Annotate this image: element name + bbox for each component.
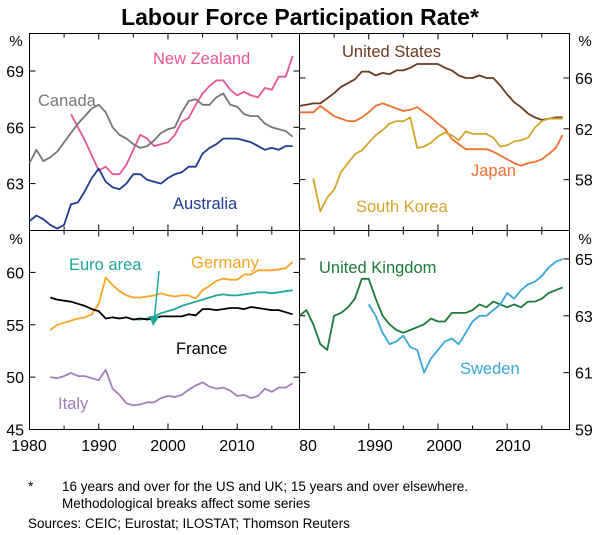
y-tick-label: 63 (6, 177, 24, 194)
series-label-euro-area: Euro area (69, 256, 142, 274)
series-label-germany: Germany (191, 254, 260, 272)
panel-bottom-left: 45 50 55 60 (6, 230, 300, 440)
euro-area-pointer-head (149, 316, 159, 326)
series-label-japan: Japan (471, 162, 516, 180)
series-label-new-zealand: New Zealand (153, 50, 250, 68)
series-label-italy: Italy (58, 395, 89, 413)
series-line-south-korea (312, 116, 563, 213)
panel-top-right: 58 62 66 (299, 33, 593, 231)
x-tick-label: 2010 (495, 438, 531, 455)
series-label-france: France (176, 340, 227, 358)
y-tick-label: 50 (6, 370, 24, 387)
series-line-australia (28, 137, 293, 230)
y-tick-label: 66 (575, 71, 593, 88)
x-tick-label: 80 (299, 438, 317, 455)
y-tick-label: 62 (575, 122, 593, 139)
chart-title: Labour Force Participation Rate* (121, 4, 479, 30)
series-line-euro-area (133, 289, 293, 321)
series-label-united-states: United States (342, 43, 441, 61)
y-tick-label: 66 (6, 120, 24, 137)
y-tick-label: 65 (575, 252, 593, 269)
x-tick-label: 2000 (426, 438, 462, 455)
y-tick-label: 59 (575, 423, 593, 440)
series-line-france (50, 296, 293, 321)
series-line-canada (28, 92, 294, 164)
unit-label-bottom-left: % (9, 231, 22, 248)
unit-label-bottom-right: % (578, 231, 591, 248)
unit-label-top-left: % (9, 33, 22, 50)
y-tick-label: 63 (575, 309, 593, 326)
y-tick-label: 69 (6, 64, 24, 81)
series-label-united-kingdom: United Kingdom (319, 259, 436, 277)
y-tick-label: 55 (6, 318, 24, 335)
y-tick-label: 60 (6, 265, 24, 282)
y-tick-label: 61 (575, 366, 593, 383)
series-label-australia: Australia (173, 195, 238, 213)
series-line-united-states (299, 63, 563, 121)
footnote-line-2: Methodological breaks affect some series (62, 496, 311, 511)
unit-label-top-right: % (578, 33, 591, 50)
euro-area-pointer (153, 270, 160, 324)
series-label-canada: Canada (38, 92, 97, 110)
y-tick-label: 45 (6, 423, 24, 440)
series-line-italy (50, 368, 294, 407)
series-label-sweden: Sweden (460, 360, 520, 378)
footnote-line-1: 16 years and over for the US and UK; 15 … (62, 479, 468, 494)
x-tick-label: 2010 (219, 438, 255, 455)
series-line-germany (49, 261, 294, 331)
series-label-south-korea: South Korea (356, 198, 449, 216)
footnote: 16 years and over for the US and UK; 15 … (62, 478, 582, 512)
series-line-united-kingdom (298, 277, 563, 351)
x-tick-label: 1990 (81, 438, 117, 455)
sources-note: Sources: CEIC; Eurostat; ILOSTAT; Thomso… (28, 516, 350, 531)
x-tick-label: 2000 (150, 438, 186, 455)
panel-bottom-right: 59 61 63 65 (298, 230, 593, 440)
series-line-japan (299, 102, 564, 167)
y-tick-label: 58 (575, 173, 593, 190)
panel-top-left: 63 66 69 (6, 33, 300, 231)
footnote-marker: * (28, 479, 34, 494)
series-line-sweden (367, 258, 563, 374)
x-tick-label: 1990 (357, 438, 393, 455)
series-line-new-zealand (70, 55, 294, 176)
x-tick-label: 1980 (11, 438, 47, 455)
